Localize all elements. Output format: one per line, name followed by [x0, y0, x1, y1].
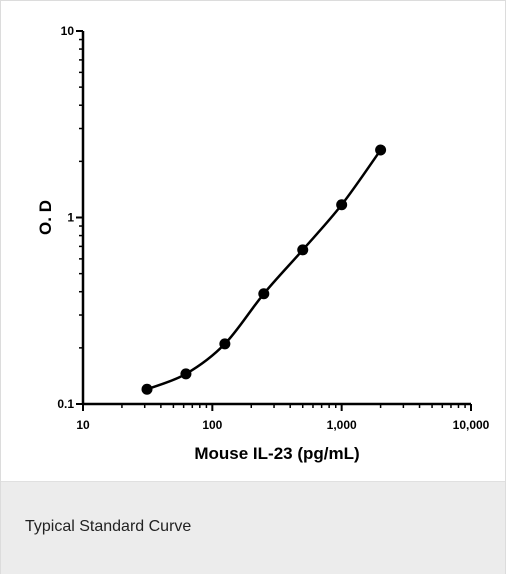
caption-bar: Typical Standard Curve	[1, 481, 505, 574]
data-point	[375, 144, 387, 156]
y-tick-label: 10	[61, 24, 75, 38]
chart-area: 10 100 1,000 10,000 0.1 1 10 Mouse IL-23 (pg/mL…	[1, 1, 505, 481]
data-point	[141, 383, 153, 395]
data-point	[258, 288, 270, 300]
x-tick-label: 1,000	[327, 418, 357, 432]
y-tick-label: 0.1	[57, 397, 74, 411]
data-point	[297, 244, 309, 256]
x-axis-label: Mouse IL-23 (pg/mL)	[194, 444, 359, 463]
series-line	[146, 149, 382, 391]
data-point	[336, 199, 348, 211]
data-point	[219, 338, 231, 350]
figure-caption: Typical Standard Curve	[25, 518, 192, 535]
y-axis-label: O. D	[36, 200, 55, 235]
y-tick-label: 1	[67, 211, 74, 225]
x-tick-label: 10	[76, 418, 90, 432]
data-point	[180, 368, 192, 380]
x-tick-label: 100	[202, 418, 222, 432]
x-tick-label: 10,000	[453, 418, 490, 432]
standard-curve-chart: 10 100 1,000 10,000 0.1 1 10 Mouse IL-23 (pg/mL…	[36, 24, 490, 463]
